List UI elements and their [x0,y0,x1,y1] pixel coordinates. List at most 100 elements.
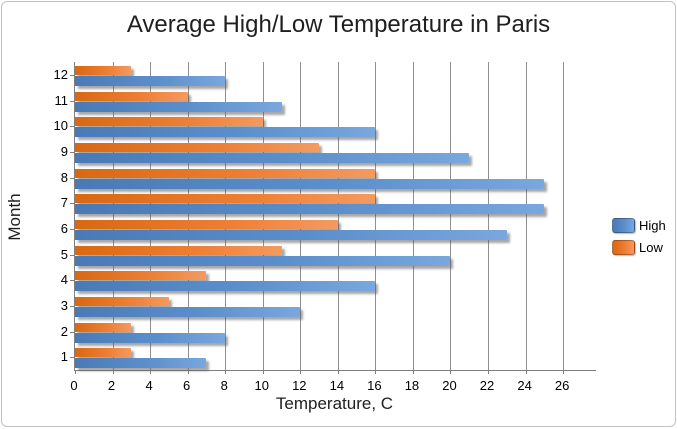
x-tick-label-22: 22 [479,378,495,393]
gridline-x-16 [375,62,377,370]
gridline-x-4 [150,62,152,370]
x-tick-label-12: 12 [292,378,307,393]
gridline-x-14 [337,62,339,370]
bar-low-month-1 [75,348,132,358]
gridline-x-18 [412,62,414,370]
bar-high-month-11 [75,101,282,112]
legend: High Low [612,218,666,255]
bar-low-month-6 [75,220,338,229]
x-axis-tick-0 [75,370,76,374]
legend-item-high: High [612,218,666,233]
bar-low-month-7 [75,194,376,204]
x-tick-label-24: 24 [517,378,532,393]
bar-high-month-6 [75,230,507,240]
bar-high-month-2 [75,332,226,343]
y-axis-tick-8 [70,177,75,179]
legend-swatch-low-icon [612,240,635,255]
y-axis-tick-6 [70,228,75,230]
legend-item-low: Low [612,240,666,255]
y-axis-tick-5 [70,254,75,256]
bar-high-month-8 [75,178,545,189]
gridline-x-8 [225,62,227,370]
x-tick-label-14: 14 [329,378,345,393]
bar-low-month-5 [75,245,282,255]
x-axis-tick-14 [337,370,339,374]
y-tick-label-7: 7 [60,195,68,211]
bar-high-month-9 [75,153,470,163]
bar-low-month-9 [75,143,320,152]
y-axis-tick-11 [70,100,75,102]
x-tick-label-0: 0 [70,378,78,393]
x-tick-label-6: 6 [183,378,191,393]
y-tick-label-12: 12 [53,66,68,82]
y-axis-tick-12 [70,74,75,76]
bar-low-month-12 [75,66,132,75]
bar-high-month-7 [75,204,545,215]
bar-high-month-12 [75,76,226,86]
x-axis-tick-24 [525,370,527,374]
gridline-x-24 [525,62,527,370]
x-axis-tick-22 [488,370,490,374]
y-axis-tick-labels: 12 11 10 9 8 7 6 5 4 3 2 1 [32,62,68,370]
y-tick-label-6: 6 [60,220,68,236]
x-tick-label-4: 4 [145,378,153,393]
gridline-x-6 [187,62,189,370]
bar-low-month-11 [75,91,188,101]
gridline-x-22 [488,62,490,370]
y-tick-label-3: 3 [60,297,68,313]
gridline-x-10 [262,62,264,370]
x-tick-label-16: 16 [367,378,382,393]
x-axis-tick-8 [225,370,227,374]
y-tick-label-1: 1 [60,349,68,365]
x-axis-tick-16 [375,370,377,374]
x-axis-tick-10 [262,370,264,374]
y-axis-tick-9 [70,151,75,153]
x-axis-tick-12 [300,370,302,374]
x-tick-label-8: 8 [220,378,228,393]
legend-label-low: Low [639,240,663,255]
bar-low-month-10 [75,117,263,127]
y-tick-label-4: 4 [60,272,68,288]
x-axis-tick-18 [412,370,414,374]
legend-swatch-high-icon [612,218,635,233]
x-axis-tick-2 [112,370,114,374]
bar-high-month-1 [75,358,207,369]
x-tick-label-18: 18 [404,378,420,393]
bar-high-month-10 [75,127,376,138]
x-tick-label-10: 10 [254,378,269,393]
gridline-x-20 [450,62,452,370]
x-tick-label-26: 26 [554,378,570,393]
gridline-x-2 [112,62,114,370]
y-tick-label-11: 11 [54,92,69,108]
x-tick-label-20: 20 [442,378,457,393]
x-axis-tick-labels: 0 2 4 6 8 10 12 14 16 18 20 22 24 26 [70,378,595,393]
plot-area [70,62,596,374]
bar-low-month-2 [75,322,132,332]
y-tick-label-2: 2 [60,323,68,339]
y-axis-title: Month [5,193,24,241]
bar-high-month-4 [75,281,376,292]
y-tick-label-5: 5 [60,246,68,262]
y-axis-tick-10 [70,126,75,128]
y-tick-label-9: 9 [60,143,68,159]
x-axis-tick-4 [150,370,152,374]
y-tick-label-8: 8 [60,169,68,185]
bar-low-month-8 [75,168,376,178]
gridline-x-26 [563,62,565,370]
bar-high-month-3 [75,307,301,317]
x-axis-tick-6 [187,370,189,374]
bar-low-month-4 [75,271,207,281]
y-axis-tick-7 [70,203,75,205]
y-axis-tick-2 [70,331,75,333]
chart-title: Average High/Low Temperature in Paris [126,11,551,38]
y-axis-tick-4 [70,280,75,282]
x-axis-title: Temperature, C [275,394,394,413]
legend-label-high: High [639,218,666,233]
bar-high-month-5 [75,255,451,266]
gridline-x-12 [300,62,302,370]
bar-low-month-3 [75,297,169,306]
x-axis-tick-20 [450,370,452,374]
y-tick-label-10: 10 [53,118,68,134]
x-tick-label-2: 2 [107,378,116,393]
